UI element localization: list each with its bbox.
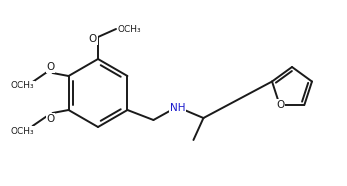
Text: OCH₃: OCH₃: [11, 81, 34, 91]
Text: O: O: [46, 62, 55, 72]
Text: O: O: [277, 100, 285, 110]
Text: OCH₃: OCH₃: [117, 25, 141, 33]
Text: NH: NH: [170, 103, 185, 113]
Text: O: O: [89, 34, 97, 44]
Text: O: O: [46, 114, 55, 124]
Text: OCH₃: OCH₃: [11, 126, 34, 135]
